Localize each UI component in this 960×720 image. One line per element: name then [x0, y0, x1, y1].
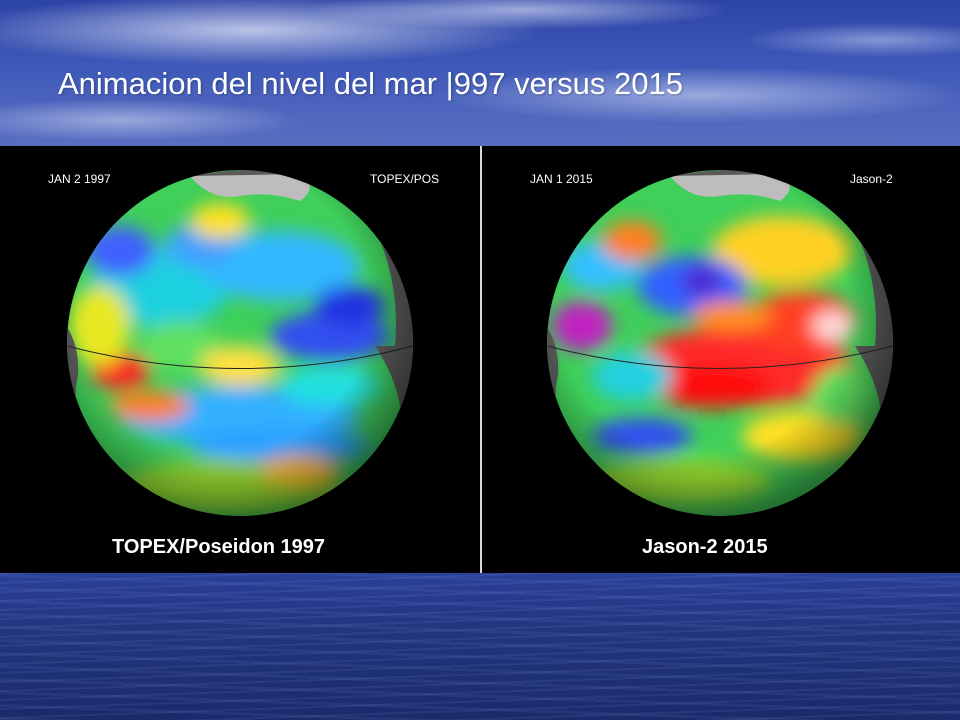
globe-1997-image [67, 170, 413, 516]
slide-title: Animacion del nivel del mar |997 versus … [58, 66, 683, 101]
globe-panel-2015: JAN 1 2015 Jason-2 Jason-2 2015 [482, 146, 960, 573]
panel-divider [480, 146, 482, 573]
sky-background [0, 0, 960, 146]
date-label-2015: JAN 1 2015 [530, 172, 593, 186]
globe-panel-1997: JAN 2 1997 TOPEX/POS TOPEX/Poseidon 1997 [0, 146, 480, 573]
globe-2015-image [547, 170, 893, 516]
water-background [0, 573, 960, 720]
mission-label-topex: TOPEX/POS [370, 172, 440, 186]
caption-1997: TOPEX/Poseidon 1997 [112, 536, 326, 558]
date-label-1997: JAN 2 1997 [48, 172, 111, 186]
sea-level-image-panel: JAN 2 1997 TOPEX/POS TOPEX/Poseidon 1997 [0, 146, 960, 573]
mission-label-jason: Jason-2 [850, 172, 893, 186]
caption-2015: Jason-2 2015 [642, 536, 768, 558]
